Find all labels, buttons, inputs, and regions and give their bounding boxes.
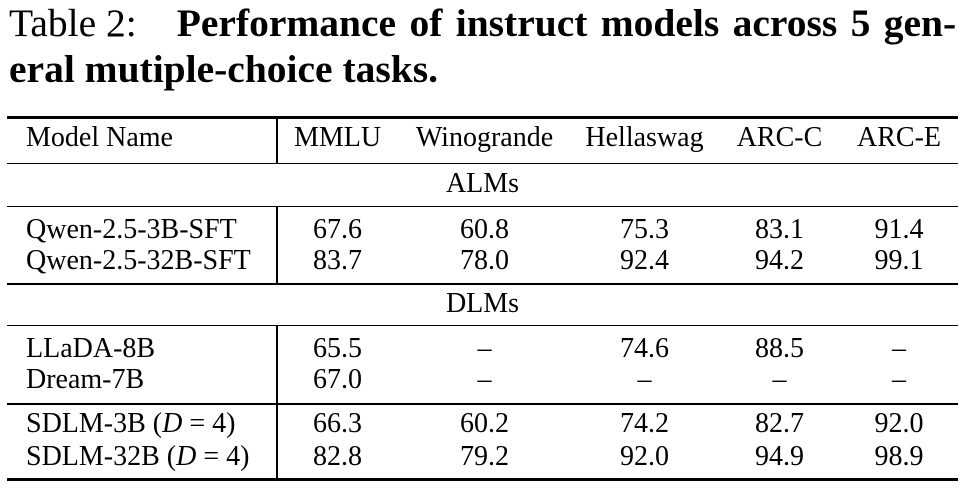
math-variable-d: D xyxy=(176,440,197,472)
arc-e-cell: 99.1 xyxy=(874,245,924,277)
model-name-cell: Qwen-2.5-32B-SFT xyxy=(26,245,251,277)
rule-below-qwen-rows xyxy=(7,283,958,285)
winogrande-cell: – xyxy=(477,333,492,365)
model-name-suffix: = 4) xyxy=(196,440,250,472)
hellaswag-cell: 74.2 xyxy=(620,408,669,440)
model-name-cell: SDLM-32B (D = 4) xyxy=(7,441,276,472)
model-name-text: SDLM-3B ( xyxy=(26,408,163,440)
mmlu-cell: 65.5 xyxy=(313,333,362,365)
winogrande-cell: 78.0 xyxy=(460,245,509,277)
caption-line-2: eral mutiple-choice tasks. xyxy=(9,46,956,92)
section-header-dlms: DLMs xyxy=(445,288,520,320)
rule-below-alms xyxy=(7,205,958,208)
rule-below-header xyxy=(7,162,958,165)
rule-below-dlms xyxy=(7,324,958,326)
winogrande-cell: – xyxy=(477,364,492,396)
table-row: SDLM-32B (D = 4) 82.8 79.2 92.0 94.9 98.… xyxy=(7,441,958,472)
hellaswag-cell: – xyxy=(637,364,652,396)
model-name-cell: Dream-7B xyxy=(26,364,145,396)
col-header-mmlu: MMLU xyxy=(293,121,382,153)
rule-below-dream-row xyxy=(7,403,958,405)
table-top-rule xyxy=(7,116,958,120)
hellaswag-cell: 92.0 xyxy=(620,440,669,472)
hellaswag-cell: 75.3 xyxy=(620,214,669,246)
winogrande-cell: 79.2 xyxy=(460,440,509,472)
arc-e-cell: – xyxy=(892,333,906,365)
col-header-hellaswag: Hellaswag xyxy=(585,121,704,153)
mmlu-cell: 83.7 xyxy=(313,245,362,277)
caption-label: Table 2: xyxy=(9,0,137,45)
caption-text-line-2: eral mutiple-choice tasks. xyxy=(9,46,438,91)
column-divider-dlm-block1 xyxy=(276,325,278,404)
table-caption: Table 2: Performance of instruct models a… xyxy=(9,0,956,92)
col-header-arc-e: ARC-E xyxy=(857,121,941,153)
arc-e-cell: 98.9 xyxy=(874,440,924,472)
arc-e-cell: 91.4 xyxy=(874,214,924,246)
arc-c-cell: 94.2 xyxy=(755,245,804,277)
mmlu-cell: 67.6 xyxy=(313,214,362,246)
winogrande-cell: 60.2 xyxy=(460,408,509,440)
table-row: LLaDA-8B 65.5 – 74.6 88.5 – xyxy=(7,333,958,364)
table-row: SDLM-3B (D = 4) 66.3 60.2 74.2 82.7 92.0 xyxy=(7,408,958,439)
column-divider-dlm-block2 xyxy=(276,404,278,478)
table-bottom-rule xyxy=(7,477,958,481)
column-divider-header xyxy=(276,119,278,163)
mmlu-cell: 66.3 xyxy=(313,408,362,440)
model-name-cell: SDLM-3B (D = 4) xyxy=(7,408,276,439)
table-row: Dream-7B 67.0 – – – – xyxy=(7,364,958,395)
arc-c-cell: 94.9 xyxy=(755,440,804,472)
header-row: Model Name MMLU Winogrande Hellaswag ARC… xyxy=(7,122,958,153)
winogrande-cell: 60.8 xyxy=(460,214,509,246)
table-row: Qwen-2.5-32B-SFT 83.7 78.0 92.4 94.2 99.… xyxy=(7,245,958,276)
model-name-text: SDLM-32B ( xyxy=(26,440,177,472)
hellaswag-cell: 74.6 xyxy=(620,333,669,365)
caption-line-1: Table 2: Performance of instruct models a… xyxy=(9,0,956,46)
model-name-cell: LLaDA-8B xyxy=(26,333,156,365)
caption-text-line-1: Performance of instruct models across 5 … xyxy=(176,0,957,45)
arc-c-cell: 83.1 xyxy=(755,214,804,246)
mmlu-cell: 82.8 xyxy=(313,440,362,472)
model-name-cell: Qwen-2.5-3B-SFT xyxy=(26,214,237,246)
arc-c-cell: 82.7 xyxy=(755,408,804,440)
arc-c-cell: – xyxy=(772,364,787,396)
column-divider-alm-block xyxy=(276,207,278,284)
model-name-suffix: = 4) xyxy=(182,408,236,440)
mmlu-cell: 67.0 xyxy=(313,364,362,396)
results-table: Model Name MMLU Winogrande Hellaswag ARC… xyxy=(7,0,958,489)
math-variable-d: D xyxy=(162,408,183,440)
col-header-arc-c: ARC-C xyxy=(736,121,823,153)
col-header-winogrande: Winogrande xyxy=(415,121,554,153)
hellaswag-cell: 92.4 xyxy=(620,245,669,277)
arc-c-cell: 88.5 xyxy=(755,333,804,365)
table-row: Qwen-2.5-3B-SFT 67.6 60.8 75.3 83.1 91.4 xyxy=(7,214,958,245)
arc-e-cell: 92.0 xyxy=(874,408,924,440)
section-header-alms: ALMs xyxy=(445,167,520,199)
col-header-model-name: Model Name xyxy=(26,121,173,153)
arc-e-cell: – xyxy=(892,364,906,396)
